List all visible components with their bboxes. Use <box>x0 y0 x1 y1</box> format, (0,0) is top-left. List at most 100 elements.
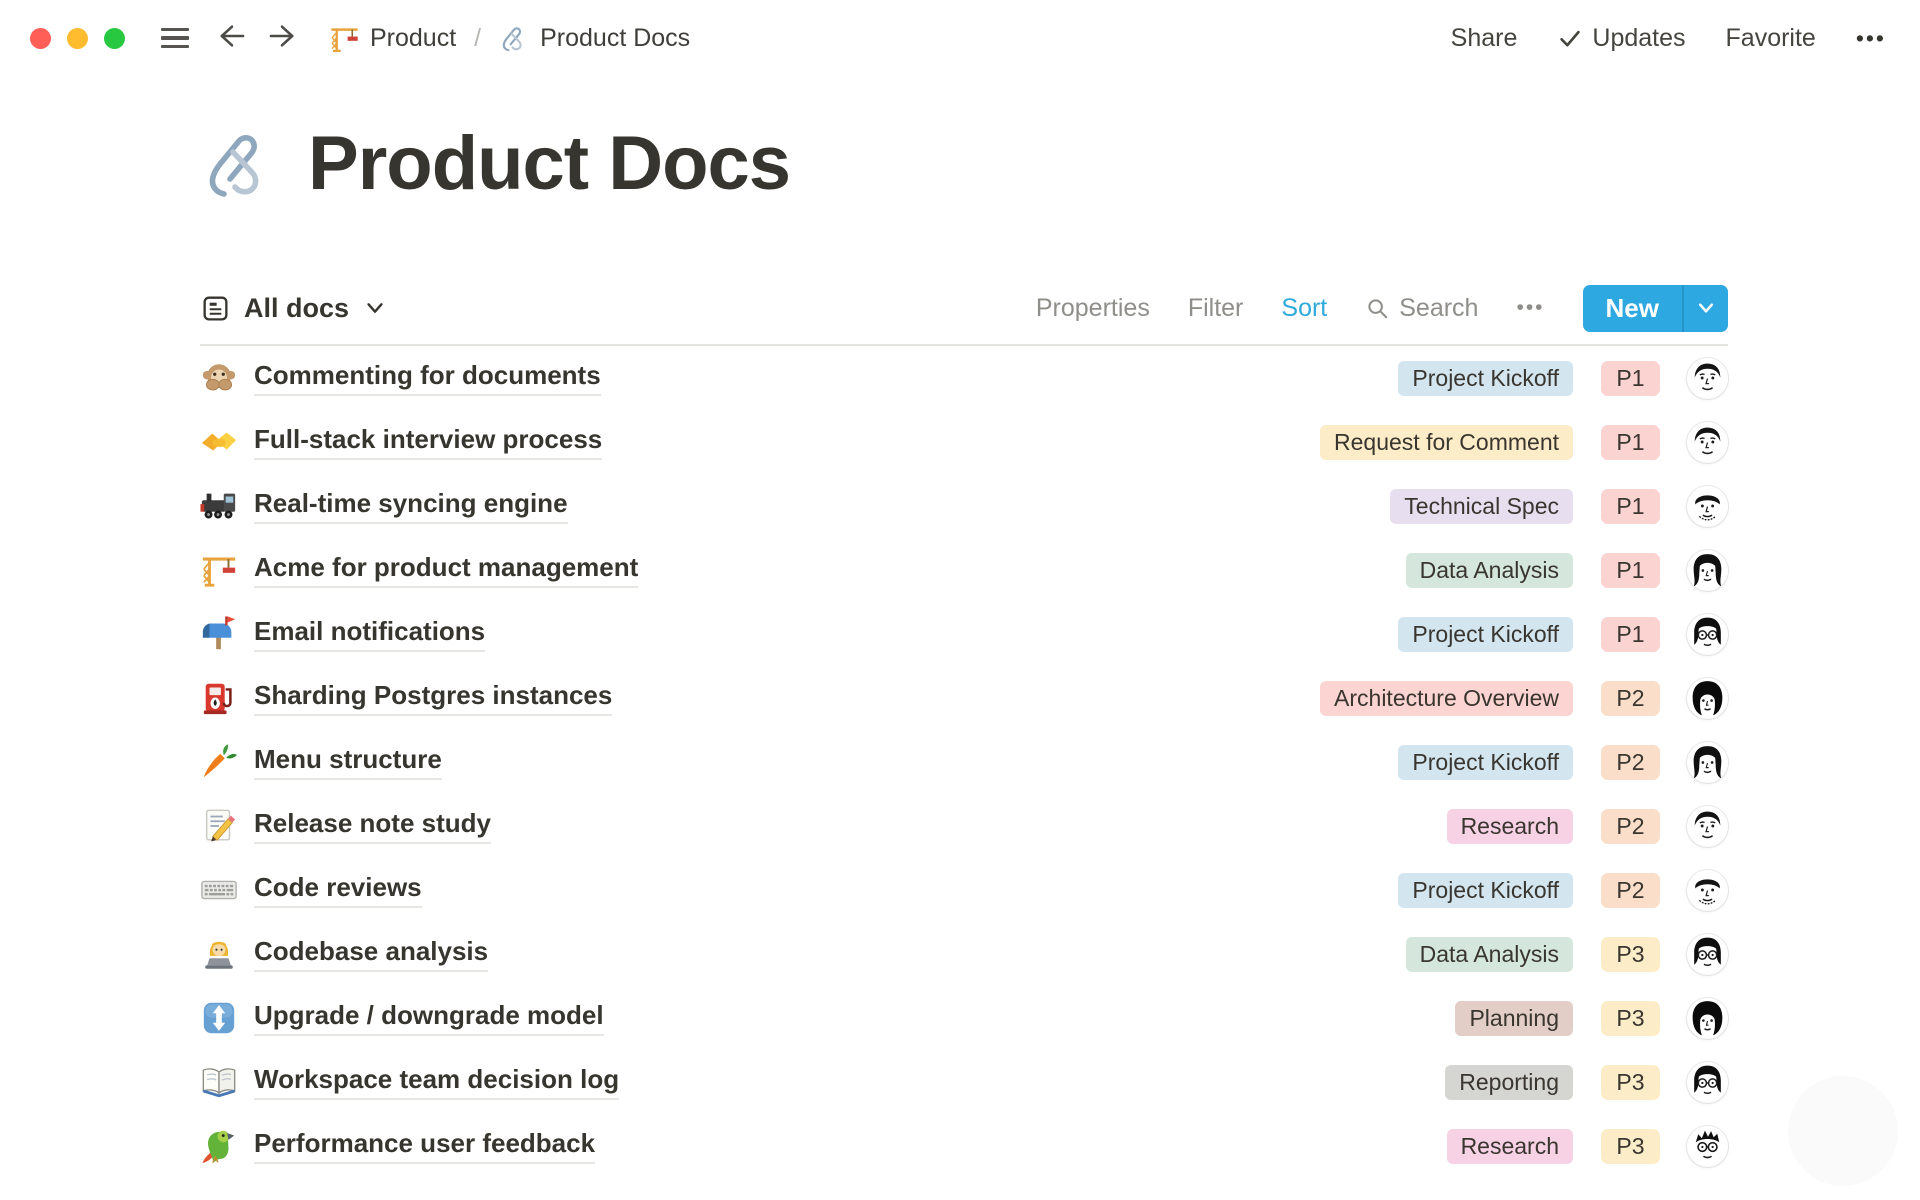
view-toolbar: All docs Properties Filter Sort Search •… <box>200 272 1728 346</box>
doc-title-link[interactable]: Email notifications <box>254 616 486 652</box>
doc-title-link[interactable]: Release note study <box>254 808 491 844</box>
table-row[interactable]: Upgrade / downgrade model Planning P3 <box>200 986 1728 1050</box>
avatar-person-glasses <box>1687 613 1728 655</box>
doc-type-tag: Data Analysis <box>1405 936 1573 972</box>
background-artifact <box>1788 1076 1898 1186</box>
up-down-button-icon <box>200 999 238 1037</box>
doc-title-link[interactable]: Upgrade / downgrade model <box>254 1000 604 1036</box>
sidebar-menu-icon[interactable] <box>161 27 189 49</box>
avatar-woman-long-hair <box>1687 549 1728 591</box>
table-row[interactable]: Full-stack interview process Request for … <box>200 410 1728 474</box>
speak-no-evil-monkey-icon <box>200 359 238 397</box>
new-button-label[interactable]: New <box>1605 292 1659 323</box>
avatar-woman-long-hair <box>1687 741 1728 783</box>
parrot-icon <box>200 1127 238 1165</box>
open-book-icon <box>200 1063 238 1101</box>
forward-arrow-icon[interactable] <box>265 19 299 58</box>
table-row[interactable]: Performance user feedback Research P3 <box>200 1114 1728 1178</box>
priority-badge: P3 <box>1601 1000 1660 1036</box>
sort-button[interactable]: Sort <box>1281 293 1328 322</box>
priority-badge: P1 <box>1601 616 1660 652</box>
table-row[interactable]: Sharding Postgres instances Architecture … <box>200 666 1728 730</box>
breadcrumb-item-product-docs[interactable]: Product Docs <box>540 23 691 52</box>
table-row[interactable]: Menu structure Project Kickoff P2 <box>200 730 1728 794</box>
breadcrumb-separator: / <box>474 23 482 52</box>
woman-technologist-icon <box>200 935 238 973</box>
share-button[interactable]: Share <box>1450 23 1518 52</box>
zoom-button[interactable] <box>104 27 125 49</box>
avatar-woman-bob <box>1687 677 1728 719</box>
doc-title-link[interactable]: Sharding Postgres instances <box>254 680 613 716</box>
breadcrumb-item-product[interactable]: Product <box>370 23 457 52</box>
list-view-icon <box>200 293 231 324</box>
priority-badge: P3 <box>1601 1128 1660 1164</box>
new-button[interactable]: New <box>1582 284 1728 332</box>
doc-title-link[interactable]: Codebase analysis <box>254 936 489 972</box>
favorite-button[interactable]: Favorite <box>1725 23 1816 52</box>
priority-badge: P3 <box>1601 936 1660 972</box>
doc-type-tag: Technical Spec <box>1390 488 1573 524</box>
avatar-man-dark-hair <box>1687 357 1728 399</box>
new-button-divider <box>1682 284 1684 332</box>
avatar-man-stubble <box>1687 485 1728 527</box>
search-icon <box>1368 298 1388 318</box>
doc-title-link[interactable]: Performance user feedback <box>254 1128 596 1164</box>
toolbar-more-icon[interactable]: ••• <box>1516 296 1545 319</box>
updates-label: Updates <box>1592 23 1686 52</box>
doc-type-tag: Research <box>1446 1128 1573 1164</box>
doc-type-tag: Project Kickoff <box>1398 872 1573 908</box>
doc-title-link[interactable]: Code reviews <box>254 872 422 908</box>
table-row[interactable]: Acme for product management Data Analysis… <box>200 538 1728 602</box>
priority-badge: P1 <box>1601 424 1660 460</box>
view-switcher[interactable]: All docs <box>200 293 386 324</box>
doc-title-link[interactable]: Commenting for documents <box>254 360 601 396</box>
breadcrumb: Product / Product Docs <box>329 23 690 54</box>
construction-crane-icon <box>200 551 238 589</box>
minimize-button[interactable] <box>67 27 88 49</box>
memo-icon <box>200 807 238 845</box>
breadcrumb-docs-icon <box>499 23 530 54</box>
priority-badge: P1 <box>1601 360 1660 396</box>
table-row[interactable]: Commenting for documents Project Kickoff P… <box>200 346 1728 410</box>
table-row[interactable]: Email notifications Project Kickoff P1 <box>200 602 1728 666</box>
search-label: Search <box>1399 293 1479 322</box>
new-button-dropdown[interactable] <box>1684 285 1728 332</box>
check-icon <box>1560 30 1581 47</box>
breadcrumb-product-icon <box>329 23 360 54</box>
avatar-man-stubble <box>1687 869 1728 911</box>
back-arrow-icon[interactable] <box>215 19 249 58</box>
doc-title-link[interactable]: Acme for product management <box>254 552 639 588</box>
page-icon-paperclips[interactable] <box>200 124 280 204</box>
view-label: All docs <box>244 292 350 323</box>
filter-button[interactable]: Filter <box>1187 293 1244 322</box>
more-options-icon[interactable]: ••• <box>1855 24 1886 51</box>
doc-title-link[interactable]: Workspace team decision log <box>254 1064 620 1100</box>
handshake-icon <box>200 423 238 461</box>
priority-badge: P2 <box>1601 872 1660 908</box>
table-row[interactable]: Release note study Research P2 <box>200 794 1728 858</box>
table-row[interactable]: Codebase analysis Data Analysis P3 <box>200 922 1728 986</box>
avatar-man-glasses-spiky <box>1687 1125 1728 1167</box>
chevron-down-icon <box>364 297 386 319</box>
avatar-man-dark-hair <box>1687 421 1728 463</box>
properties-button[interactable]: Properties <box>1035 293 1150 322</box>
priority-badge: P2 <box>1601 744 1660 780</box>
doc-title-link[interactable]: Full-stack interview process <box>254 424 603 460</box>
doc-title-link[interactable]: Menu structure <box>254 744 442 780</box>
doc-type-tag: Reporting <box>1445 1064 1573 1100</box>
doc-title-link[interactable]: Real-time syncing engine <box>254 488 568 524</box>
doc-type-tag: Data Analysis <box>1405 552 1573 588</box>
table-row[interactable]: Workspace team decision log Reporting P3 <box>200 1050 1728 1114</box>
doc-list: Commenting for documents Project Kickoff P… <box>200 346 1728 1178</box>
search-button[interactable]: Search <box>1365 294 1478 323</box>
table-row[interactable]: Code reviews Project Kickoff P2 <box>200 858 1728 922</box>
locomotive-icon <box>200 487 238 525</box>
table-row[interactable]: Real-time syncing engine Technical Spec P1 <box>200 474 1728 538</box>
carrot-icon <box>200 743 238 781</box>
avatar-man-dark-hair <box>1687 805 1728 847</box>
window-controls <box>30 27 125 49</box>
avatar-woman-bob <box>1687 997 1728 1039</box>
close-button[interactable] <box>30 27 51 49</box>
updates-button[interactable]: Updates <box>1557 23 1686 53</box>
chevron-down-icon <box>1698 303 1714 313</box>
